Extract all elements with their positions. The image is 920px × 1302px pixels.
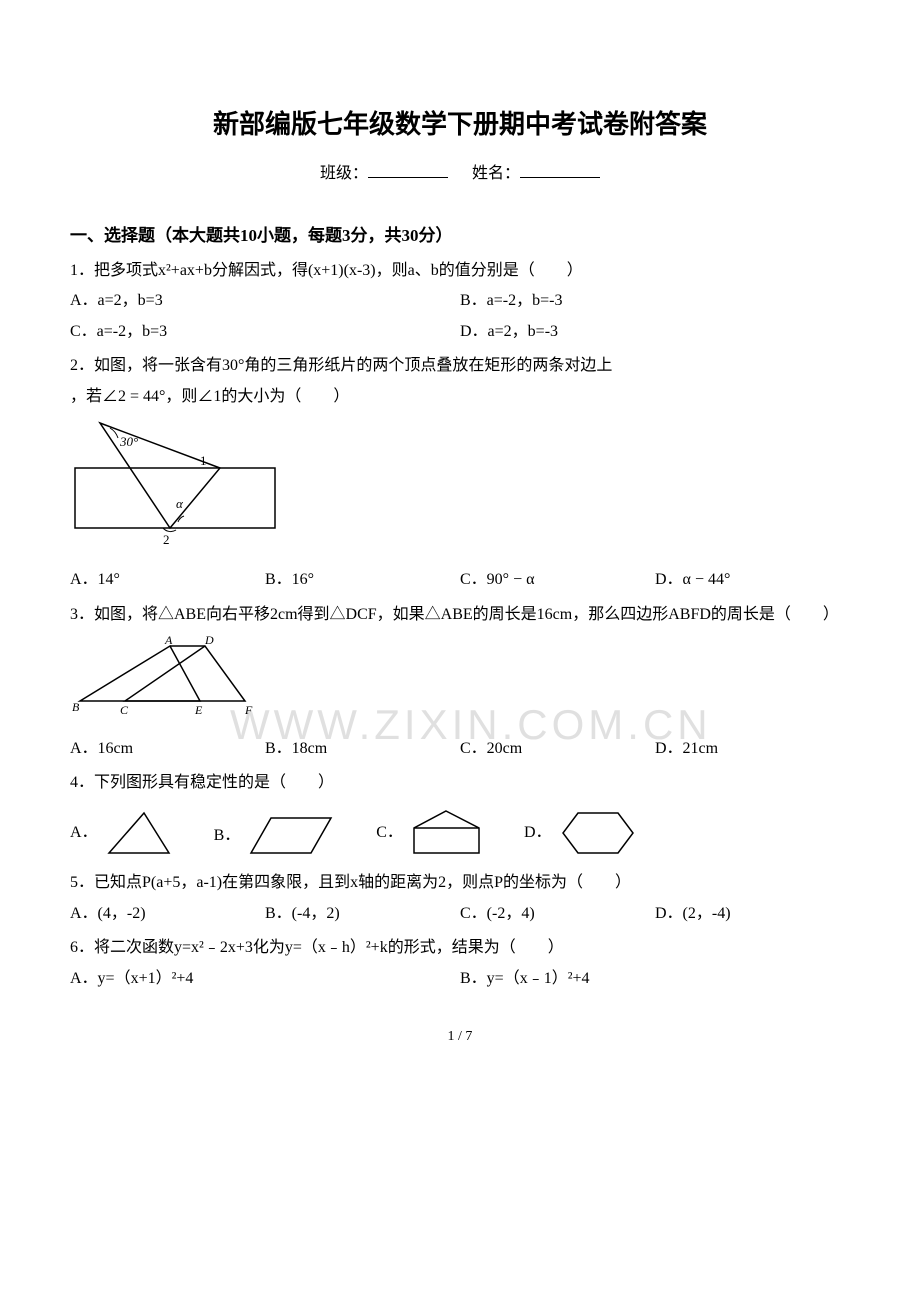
question-1: 1．把多项式x²+ax+b分解因式，得(x+1)(x-3)，则a、b的值分别是（… bbox=[70, 256, 850, 347]
q2-opt-a: A．14° bbox=[70, 565, 265, 595]
q1-opt-b: B．a=-2，b=-3 bbox=[460, 286, 850, 316]
question-6: 6．将二次函数y=x²﹣2x+3化为y=（x﹣h）²+k的形式，结果为（ ） A… bbox=[70, 933, 850, 994]
q3-label-e: E bbox=[194, 703, 203, 716]
page-title: 新部编版七年级数学下册期中考试卷附答案 bbox=[70, 100, 850, 149]
q5-opt-d: D．(2，-4) bbox=[655, 899, 850, 929]
q1-opt-a: A．a=2，b=3 bbox=[70, 286, 460, 316]
angle-1-label: 1 bbox=[200, 453, 207, 468]
q1-opt-d: D．a=2，b=-3 bbox=[460, 317, 850, 347]
q4-text: 4．下列图形具有稳定性的是（ ） bbox=[70, 768, 850, 798]
angle-alpha-label: α bbox=[176, 496, 184, 511]
q6-text: 6．将二次函数y=x²﹣2x+3化为y=（x﹣h）²+k的形式，结果为（ ） bbox=[70, 933, 850, 963]
pentagon-house-icon bbox=[409, 808, 484, 858]
q5-opt-a: A．(4，-2) bbox=[70, 899, 265, 929]
q4-opt-c: C． bbox=[376, 818, 403, 848]
q3-label-b: B bbox=[72, 700, 80, 714]
q2-opt-c: C．90° − α bbox=[460, 565, 655, 595]
question-4: 4．下列图形具有稳定性的是（ ） A． B． C． D． bbox=[70, 768, 850, 858]
triangle-icon bbox=[104, 808, 174, 858]
hexagon-icon bbox=[558, 808, 638, 858]
q2-text-line1: 2．如图，将一张含有30°角的三角形纸片的两个顶点叠放在矩形的两条对边上 bbox=[70, 351, 850, 381]
q3-opt-a: A．16cm bbox=[70, 734, 265, 764]
class-label: 班级： bbox=[320, 165, 368, 182]
q1-opt-c: C．a=-2，b=3 bbox=[70, 317, 460, 347]
parallelogram-icon bbox=[246, 813, 336, 858]
q6-opt-a: A．y=（x+1）²+4 bbox=[70, 964, 460, 994]
name-label: 姓名： bbox=[472, 165, 520, 182]
q2-figure: 30° 1 α 2 bbox=[70, 418, 850, 559]
angle-2-label: 2 bbox=[163, 532, 170, 547]
q2-opt-d: D．α − 44° bbox=[655, 565, 850, 595]
q3-text: 3．如图，将△ABE向右平移2cm得到△DCF，如果△ABE的周长是16cm，那… bbox=[70, 600, 850, 630]
q3-opt-b: B．18cm bbox=[265, 734, 460, 764]
question-5: 5．已知点P(a+5，a-1)在第四象限，且到x轴的距离为2，则点P的坐标为（ … bbox=[70, 868, 850, 929]
q3-label-d: D bbox=[204, 636, 214, 647]
q1-text: 1．把多项式x²+ax+b分解因式，得(x+1)(x-3)，则a、b的值分别是（… bbox=[70, 256, 850, 286]
q3-label-f: F bbox=[244, 703, 253, 716]
section-1-header: 一、选择题（本大题共10小题，每题3分，共30分） bbox=[70, 220, 850, 252]
q3-label-a: A bbox=[164, 636, 173, 647]
q3-label-c: C bbox=[120, 703, 129, 716]
q2-text-line2: ，若∠2 = 44°，则∠1的大小为（ ） bbox=[70, 382, 850, 412]
q4-opt-d: D． bbox=[524, 818, 552, 848]
q3-opt-d: D．21cm bbox=[655, 734, 850, 764]
q4-opt-b: B． bbox=[214, 821, 241, 851]
angle-30-label: 30° bbox=[119, 434, 138, 449]
q2-opt-b: B．16° bbox=[265, 565, 460, 595]
page-footer: 1 / 7 bbox=[70, 1024, 850, 1051]
class-blank[interactable] bbox=[368, 161, 448, 178]
q5-opt-b: B．(-4，2) bbox=[265, 899, 460, 929]
name-blank[interactable] bbox=[520, 161, 600, 178]
question-2: 2．如图，将一张含有30°角的三角形纸片的两个顶点叠放在矩形的两条对边上 ，若∠… bbox=[70, 351, 850, 596]
q5-opt-c: C．(-2，4) bbox=[460, 899, 655, 929]
q5-text: 5．已知点P(a+5，a-1)在第四象限，且到x轴的距离为2，则点P的坐标为（ … bbox=[70, 868, 850, 898]
q3-figure: A D B C E F bbox=[70, 636, 850, 727]
subtitle-row: 班级： 姓名： bbox=[70, 159, 850, 189]
q6-opt-b: B．y=（x﹣1）²+4 bbox=[460, 964, 850, 994]
question-3: 3．如图，将△ABE向右平移2cm得到△DCF，如果△ABE的周长是16cm，那… bbox=[70, 600, 850, 764]
q3-opt-c: C．20cm bbox=[460, 734, 655, 764]
q4-opt-a: A． bbox=[70, 818, 98, 848]
